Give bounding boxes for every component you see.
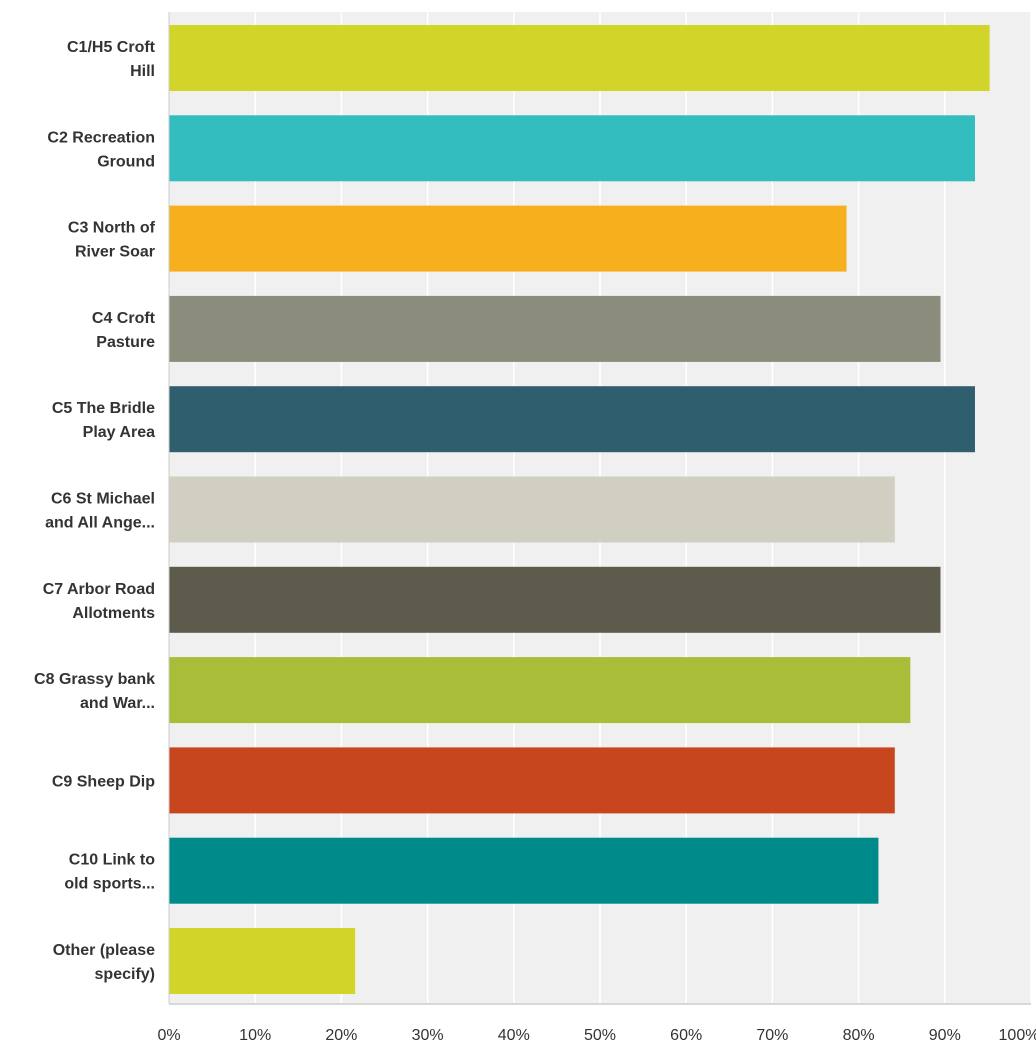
bar: [169, 837, 879, 904]
category-label: C5 The Bridle Play Area: [52, 400, 155, 441]
bar: [169, 657, 911, 724]
x-tick-label: 0%: [157, 1027, 180, 1044]
x-tick-label: 60%: [670, 1027, 702, 1044]
bar: [169, 115, 975, 182]
category-label: C1/H5 Croft Hill: [67, 39, 156, 80]
x-tick-label: 80%: [843, 1027, 875, 1044]
bars: [169, 25, 990, 994]
category-label: C2 Recreation Ground: [47, 129, 155, 170]
category-label: C8 Grassy bank and War...: [34, 671, 155, 712]
x-tick-label: 10%: [239, 1027, 271, 1044]
bar: [169, 295, 941, 362]
x-tick-label: 20%: [325, 1027, 357, 1044]
bar: [169, 928, 356, 994]
x-tick-labels: 0% 10% 20% 30% 40% 50% 60% 70% 80% 90% 100%: [157, 1027, 1036, 1044]
category-label: C6 St Michael and All Ange...: [45, 491, 155, 532]
bar: [169, 386, 975, 453]
category-labels: C1/H5 Croft Hill C2 Recreation Ground C3 Nor…: [34, 39, 156, 983]
bar: [169, 747, 895, 814]
bar: [169, 566, 941, 633]
x-tick-label: 100%: [999, 1027, 1036, 1044]
bar: [169, 476, 895, 543]
category-label: C10 Link to old sports...: [64, 852, 155, 893]
category-label: C4 Croft Pasture: [92, 310, 156, 351]
category-label: Other (please specify): [53, 942, 155, 983]
category-label: C3 North of River Soar: [68, 220, 156, 261]
x-tick-label: 30%: [412, 1027, 444, 1044]
category-label: C9 Sheep Dip: [52, 773, 155, 790]
category-label: C7 Arbor Road Allotments: [43, 581, 155, 622]
x-tick-label: 50%: [584, 1027, 616, 1044]
x-tick-label: 70%: [756, 1027, 788, 1044]
x-tick-label: 90%: [929, 1027, 961, 1044]
x-tick-label: 40%: [498, 1027, 530, 1044]
bar: [169, 205, 847, 272]
bar: [169, 25, 990, 91]
